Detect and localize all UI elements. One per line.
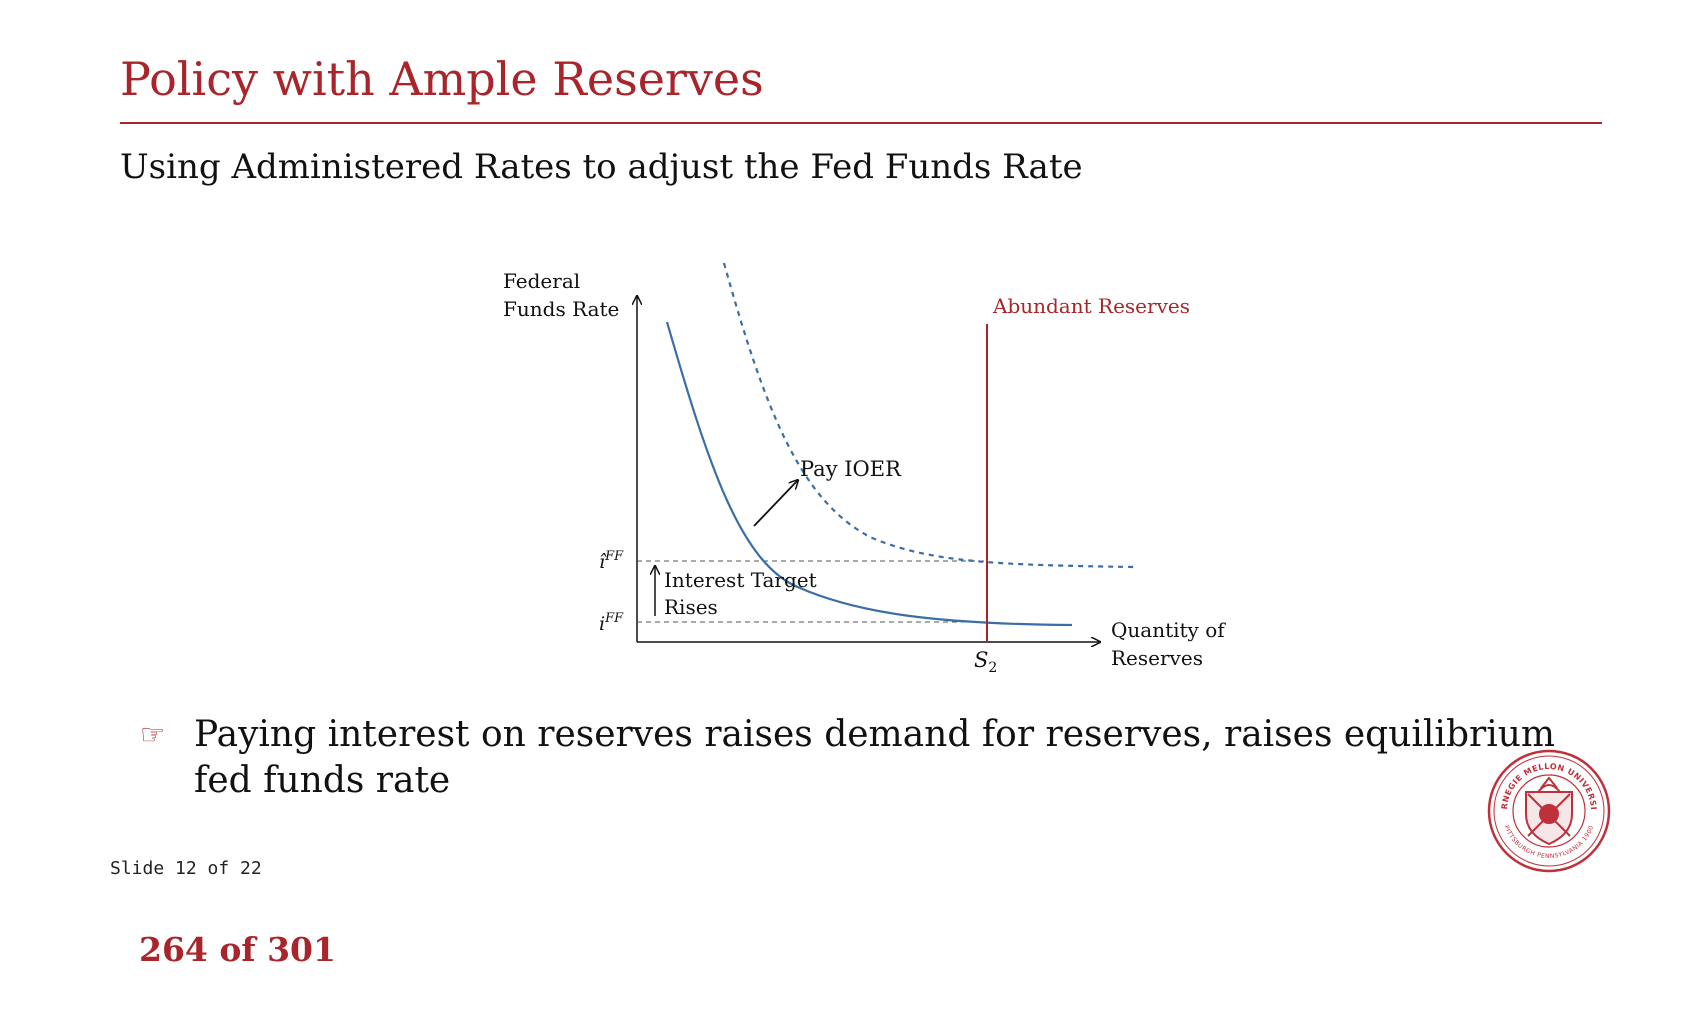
demand-curve-shifted (722, 262, 1136, 569)
interest-target-label: Interest Target Rises (664, 568, 823, 619)
y-axis-label: Federal Funds Rate (503, 269, 619, 321)
pointing-hand-icon: ☞ (140, 718, 166, 751)
thistle-shield-icon (1525, 776, 1573, 846)
slide-subtitle: Using Administered Rates to adjust the F… (120, 147, 1083, 187)
supply-tick-label: S2 (974, 648, 997, 676)
bullet-text: Paying interest on reserves raises deman… (194, 714, 1556, 801)
supply-label: Abundant Reserves (992, 294, 1190, 318)
pay-ioer-label: Pay IOER (800, 457, 902, 481)
page-counter: 264 of 301 (139, 930, 336, 969)
demand-curve-original (665, 321, 1073, 627)
title-divider (120, 122, 1602, 124)
reserves-market-diagram: Federal Funds Rate Quantity of Reserves … (503, 262, 1231, 676)
slide-title: Policy with Ample Reserves (120, 52, 764, 106)
demand-shift-arrow (753, 480, 798, 527)
carnegie-mellon-seal-logo: CARNEGIE MELLON UNIVERSITY PITTSBURGH PE… (1486, 748, 1611, 873)
slide-number: Slide 12 of 22 (110, 858, 262, 879)
x-axis-label: Quantity of Reserves (1111, 618, 1231, 670)
initial-rate-label: iFF (599, 611, 624, 635)
target-rate-label: îFF (599, 549, 624, 573)
